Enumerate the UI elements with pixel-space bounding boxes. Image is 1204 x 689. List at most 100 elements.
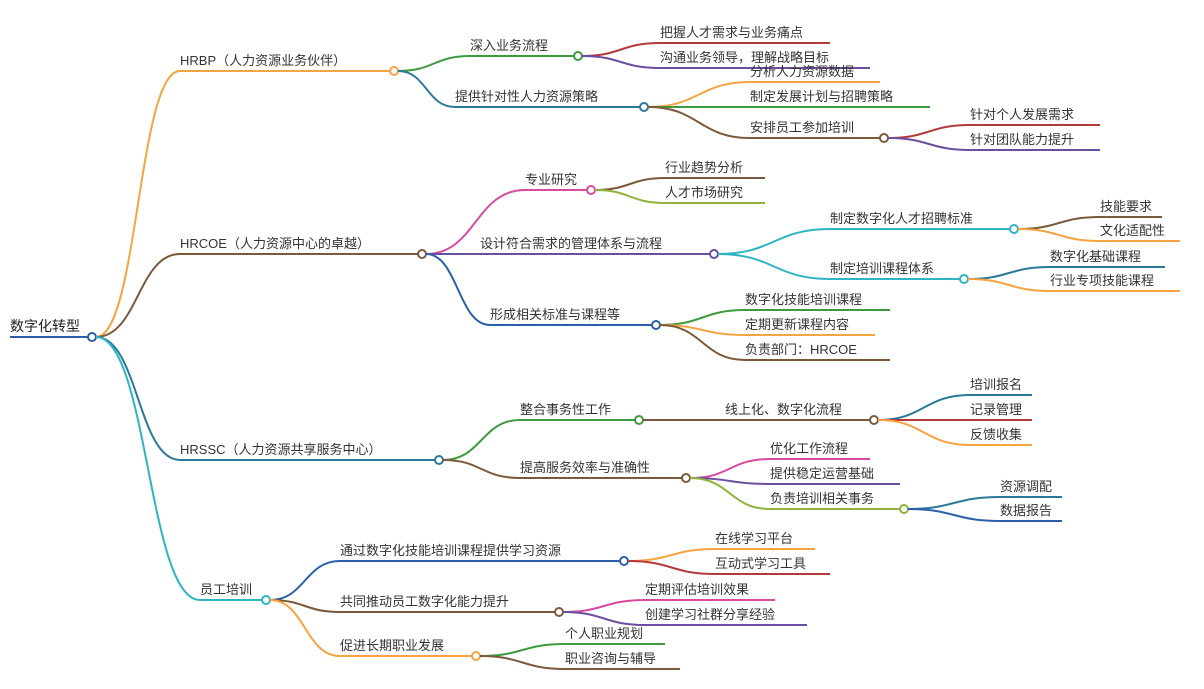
branch [563, 612, 645, 625]
branch [480, 656, 565, 669]
node-label: 职业咨询与辅导 [565, 651, 656, 666]
branch [1018, 229, 1100, 241]
branch [888, 138, 970, 150]
node-label: 分析人力资源数据 [750, 64, 854, 79]
expand-node[interactable] [960, 275, 968, 283]
node-label: 定期评估培训效果 [645, 582, 749, 597]
node-label: HRSSC（人力资源共享服务中心） [180, 442, 382, 457]
expand-node[interactable] [880, 134, 888, 142]
branch [648, 107, 750, 138]
node-label: 在线学习平台 [715, 531, 793, 546]
node-label: 反馈收集 [970, 427, 1022, 442]
branch [1018, 217, 1100, 229]
node-label: 定期更新课程内容 [745, 317, 849, 332]
branch [690, 478, 770, 509]
node-label: 优化工作流程 [770, 441, 848, 456]
branch [270, 600, 340, 656]
node-label: 创建学习社群分享经验 [645, 607, 775, 622]
expand-node[interactable] [418, 250, 426, 258]
expand-node[interactable] [587, 186, 595, 194]
node-label: 设计符合需求的管理体系与流程 [480, 236, 662, 251]
branch [878, 420, 970, 445]
branch [878, 395, 970, 420]
node-label: 形成相关标准与课程等 [490, 307, 620, 322]
branch [96, 337, 200, 600]
expand-node[interactable] [620, 557, 628, 565]
branch [628, 549, 715, 561]
node-label: 资源调配 [1000, 479, 1052, 494]
node-label: 安排员工参加培训 [750, 120, 854, 135]
branch [582, 43, 660, 56]
node-label: 共同推动员工数字化能力提升 [340, 594, 509, 609]
node-label: 沟通业务领导，理解战略目标 [660, 50, 829, 65]
branch [270, 561, 340, 600]
node-label: 员工培训 [200, 582, 252, 597]
node-label: 提高服务效率与准确性 [520, 460, 650, 475]
branch [968, 279, 1050, 291]
branch [443, 420, 520, 460]
branch [563, 600, 645, 612]
node-label: 制定培训课程体系 [830, 261, 934, 276]
node-label: 线上化、数字化流程 [725, 402, 842, 417]
branch [96, 337, 180, 460]
branch [660, 310, 745, 325]
node-label: HRCOE（人力资源中心的卓越） [180, 236, 370, 251]
node-label: 个人职业规划 [565, 626, 643, 641]
node-label: 把握人才需求与业务痛点 [660, 25, 803, 40]
expand-node[interactable] [1010, 225, 1018, 233]
node-label: 深入业务流程 [470, 38, 548, 53]
node-label: 行业专项技能课程 [1050, 273, 1154, 288]
node-label: 提供稳定运营基础 [770, 466, 874, 481]
branch [480, 644, 565, 656]
expand-node[interactable] [435, 456, 443, 464]
expand-node[interactable] [640, 103, 648, 111]
expand-node[interactable] [710, 250, 718, 258]
branch [595, 190, 665, 203]
branch [718, 229, 830, 254]
expand-node[interactable] [262, 596, 270, 604]
branch [628, 561, 715, 574]
branch [888, 125, 970, 138]
expand-node[interactable] [635, 416, 643, 424]
expand-node[interactable] [652, 321, 660, 329]
node-label: 针对团队能力提升 [970, 132, 1074, 147]
expand-node[interactable] [870, 416, 878, 424]
node-label: 记录管理 [970, 402, 1022, 417]
branch [426, 254, 490, 325]
branch [96, 254, 180, 337]
expand-node[interactable] [390, 67, 398, 75]
node-label: 促进长期职业发展 [340, 638, 444, 653]
node-label: 培训报名 [970, 377, 1022, 392]
node-label: 制定数字化人才招聘标准 [830, 211, 973, 226]
branch [968, 267, 1050, 279]
branch [443, 460, 520, 478]
node-label: 负责培训相关事务 [770, 491, 874, 506]
branch [690, 459, 770, 478]
branch [398, 56, 470, 71]
expand-node[interactable] [574, 52, 582, 60]
branch [595, 178, 665, 190]
node-label: 数字化基础课程 [1050, 249, 1141, 264]
expand-node[interactable] [555, 608, 563, 616]
expand-node[interactable] [682, 474, 690, 482]
node-label: 负责部门：HRCOE [745, 342, 857, 357]
node-label: 提供针对性人力资源策略 [455, 89, 598, 104]
branch [718, 254, 830, 279]
branch [908, 509, 1000, 521]
node-label: 针对个人发展需求 [970, 107, 1074, 122]
node-label: 数字化技能培训课程 [745, 292, 862, 307]
node-label: 制定发展计划与招聘策略 [750, 89, 893, 104]
branch [582, 56, 660, 68]
expand-node[interactable] [88, 333, 96, 341]
expand-node[interactable] [472, 652, 480, 660]
mindmap-canvas: 数字化转型HRBP（人力资源业务伙伴）深入业务流程把握人才需求与业务痛点沟通业务… [0, 0, 1204, 689]
branch [908, 497, 1000, 509]
node-label: 互动式学习工具 [715, 556, 806, 571]
node-label: 通过数字化技能培训课程提供学习资源 [340, 543, 561, 558]
root-label: 数字化转型 [10, 318, 80, 334]
node-label: 人才市场研究 [665, 185, 743, 200]
node-label: 专业研究 [525, 172, 577, 187]
expand-node[interactable] [900, 505, 908, 513]
node-label: 数据报告 [1000, 503, 1052, 518]
branch [648, 82, 750, 107]
